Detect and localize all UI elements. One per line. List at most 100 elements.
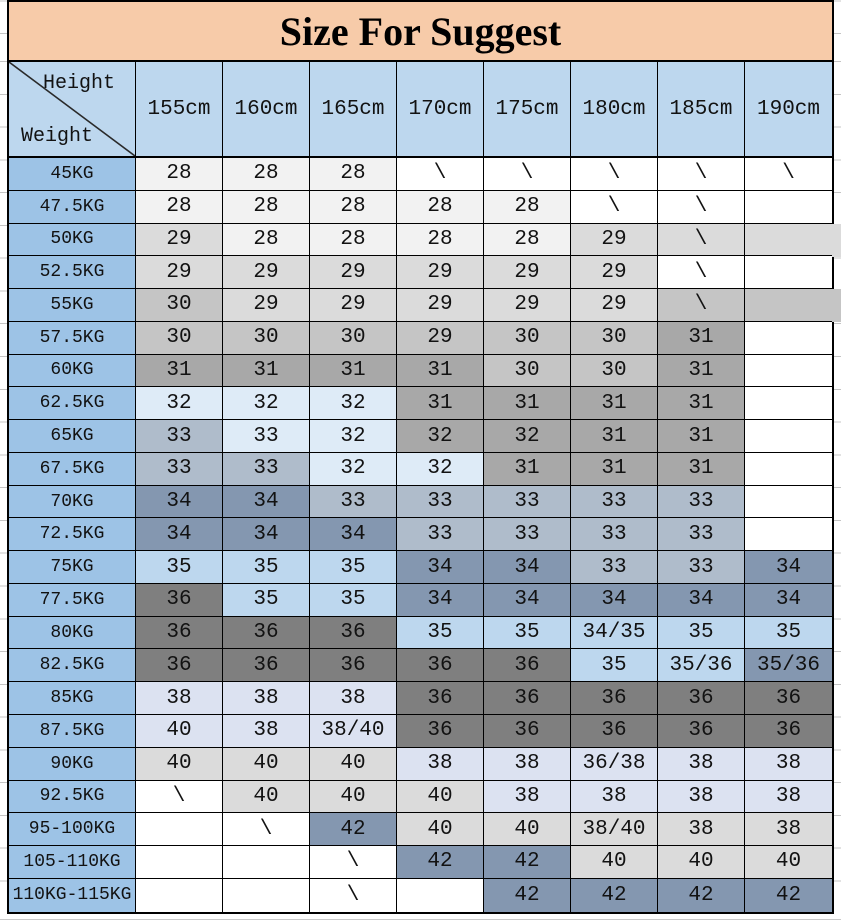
- size-cell: 35: [571, 649, 658, 683]
- size-cell: 28: [484, 190, 571, 224]
- size-cell: 40: [310, 747, 397, 781]
- size-cell: \: [658, 190, 745, 224]
- row-label: 80KG: [9, 616, 136, 650]
- size-cell: \: [397, 158, 484, 191]
- row-label: 45KG: [9, 158, 136, 191]
- size-cell: \: [658, 256, 745, 290]
- size-cell: 29: [484, 289, 571, 322]
- row-label: 75KG: [9, 551, 136, 584]
- size-cell: 33: [223, 452, 310, 486]
- size-cell: 34: [223, 485, 310, 519]
- size-cell: 32: [310, 420, 397, 453]
- size-cell: \: [136, 780, 223, 814]
- size-cell: 40: [223, 747, 310, 781]
- header-row: Height Weight 155cm 160cm 165cm 170cm 175cm 1…: [9, 62, 832, 158]
- size-cell: [745, 289, 832, 322]
- size-cell: 31: [310, 354, 397, 388]
- row-label: 52.5KG: [9, 256, 136, 290]
- size-cell: \: [223, 813, 310, 847]
- size-cell: \: [571, 190, 658, 224]
- table-row: 62.5KG 32 32 32 31 31 31 31: [9, 387, 832, 421]
- size-cell: 40: [397, 813, 484, 847]
- table-row: 47.5KG 28 28 28 28 28 \ \: [9, 190, 832, 224]
- size-cell: 30: [484, 354, 571, 388]
- size-cell: 29: [397, 256, 484, 290]
- size-cell: 42: [484, 846, 571, 879]
- size-cell: 31: [223, 354, 310, 388]
- size-cell: [745, 190, 832, 224]
- table-body: 45KG 28 28 28 \ \ \ \ \ 47.5KG 28 28 28 28 28 \ \ 50KG 29 2…: [9, 158, 832, 912]
- row-label: 65KG: [9, 420, 136, 453]
- size-cell: 33: [136, 420, 223, 453]
- size-cell: 38: [484, 780, 571, 814]
- row-label: 50KG: [9, 223, 136, 257]
- table-row: 110KG-115KG \ 42 42 42 42: [9, 878, 832, 912]
- size-cell: 40: [745, 846, 832, 879]
- size-cell: 29: [310, 289, 397, 322]
- table-row: 72.5KG 34 34 34 33 33 33 33: [9, 518, 832, 552]
- size-cell: 42: [571, 878, 658, 912]
- size-cell: 30: [571, 321, 658, 355]
- size-cell: 36: [745, 715, 832, 748]
- size-cell: 32: [136, 387, 223, 421]
- corner-weight-label: Weight: [21, 125, 94, 148]
- size-cell: 32: [397, 452, 484, 486]
- size-cell: 40: [136, 747, 223, 781]
- size-cell: 31: [658, 452, 745, 486]
- row-label: 90KG: [9, 747, 136, 781]
- size-cell: 34: [658, 583, 745, 617]
- size-cell: 36: [310, 649, 397, 683]
- size-cell: \: [658, 158, 745, 191]
- size-cell: 35: [223, 583, 310, 617]
- size-cell: 29: [571, 256, 658, 290]
- table-row: 70KG 34 34 33 33 33 33 33: [9, 485, 832, 519]
- size-cell: 32: [397, 420, 484, 453]
- size-cell: 29: [484, 256, 571, 290]
- size-cell: 28: [136, 158, 223, 191]
- row-label: 72.5KG: [9, 518, 136, 552]
- table-row: 87.5KG 40 38 38/40 36 36 36 36 36: [9, 715, 832, 748]
- size-cell: 40: [571, 846, 658, 879]
- size-cell: 35: [397, 616, 484, 650]
- size-cell: \: [571, 158, 658, 191]
- row-label: 92.5KG: [9, 780, 136, 814]
- size-cell: 30: [310, 321, 397, 355]
- size-cell: 31: [397, 354, 484, 388]
- size-cell: 35: [223, 551, 310, 584]
- size-cell: [223, 878, 310, 912]
- size-cell: 40: [397, 780, 484, 814]
- size-cell: [745, 223, 832, 257]
- size-cell: 36: [484, 682, 571, 716]
- row-color-overflow: [832, 289, 841, 322]
- table-row: 92.5KG \ 40 40 40 38 38 38 38: [9, 780, 832, 814]
- size-cell: \: [658, 289, 745, 322]
- size-cell: 29: [310, 256, 397, 290]
- size-cell: 36: [223, 649, 310, 683]
- size-cell: 33: [571, 551, 658, 584]
- size-cell: 36: [658, 715, 745, 748]
- size-cell: 36: [397, 715, 484, 748]
- table-row: 105-110KG \ 42 42 40 40 40: [9, 846, 832, 879]
- size-cell: 34: [136, 485, 223, 519]
- size-cell: [745, 387, 832, 421]
- size-cell: 38: [658, 747, 745, 781]
- size-cell: [223, 846, 310, 879]
- sheet-margin-right: [834, 0, 841, 913]
- size-cell: 42: [658, 878, 745, 912]
- size-cell: 36: [397, 682, 484, 716]
- size-cell: 36: [136, 583, 223, 617]
- size-cell: 38/40: [571, 813, 658, 847]
- size-cell: 34: [310, 518, 397, 552]
- size-cell: 34: [745, 551, 832, 584]
- size-cell: [745, 256, 832, 290]
- size-cell: 42: [310, 813, 397, 847]
- size-cell: 30: [136, 321, 223, 355]
- size-cell: 33: [397, 518, 484, 552]
- size-cell: 30: [484, 321, 571, 355]
- size-cell: 34: [745, 583, 832, 617]
- size-cell: 38: [136, 682, 223, 716]
- size-cell: 31: [571, 387, 658, 421]
- bottom-gridline: [0, 919, 841, 920]
- size-cell: 35: [310, 551, 397, 584]
